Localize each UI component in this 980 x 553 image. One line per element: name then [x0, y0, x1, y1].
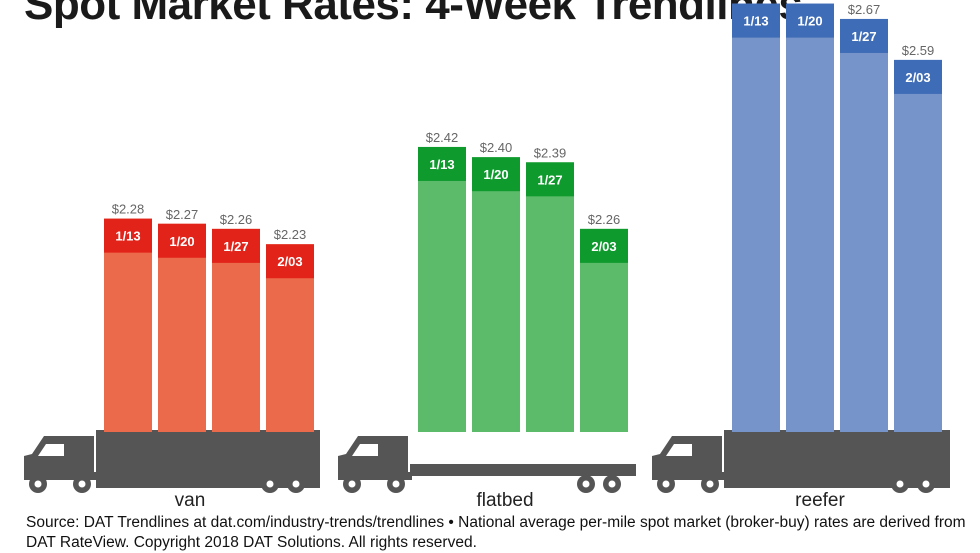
van-wheel-hub	[78, 480, 86, 488]
reefer-cab-window	[666, 444, 692, 456]
reefer-bar-1/20	[786, 3, 834, 432]
flatbed-bar-cap-2/03	[580, 228, 628, 263]
reefer-bar-1/13	[732, 3, 780, 432]
van-bar-1/20	[158, 223, 206, 432]
flatbed-date-label: 1/27	[537, 172, 562, 187]
van-bar-1/13	[104, 218, 152, 432]
reefer-bar-cap-1/13	[732, 3, 780, 38]
flatbed-date-label: 1/20	[483, 167, 508, 182]
reefer-truck-icon	[652, 430, 950, 493]
flatbed-truck-icon	[338, 436, 636, 493]
reefer-cab	[652, 436, 722, 480]
van-date-label: 2/03	[277, 254, 302, 269]
reefer-value-label: $2.70	[794, 0, 827, 2]
reefer-date-label: 1/27	[851, 29, 876, 44]
reefer-bar-1/27	[840, 18, 888, 433]
van-bar-cap-1/20	[158, 223, 206, 258]
labels: 1/13 $2.28 1/20 $2.27 1/27 $2.26 2/03 $2.23 van 1…	[112, 0, 935, 511]
flatbed-value-label: $2.42	[426, 130, 459, 145]
van-date-label: 1/20	[169, 234, 194, 249]
bars	[104, 3, 942, 433]
flatbed-value-label: $2.26	[588, 212, 621, 227]
reefer-bar-cap-2/03	[894, 59, 942, 94]
van-trailer	[96, 430, 320, 488]
reefer-value-label: $2.70	[740, 0, 773, 2]
van-bar-cap-1/27	[212, 228, 260, 263]
flatbed-bar-1/13	[418, 146, 466, 432]
van-bar-cap-2/03	[266, 244, 314, 279]
reefer-value-label: $2.67	[848, 2, 881, 17]
flatbed-bar-cap-1/27	[526, 162, 574, 197]
flatbed-trailer	[410, 464, 636, 476]
flatbed-wheel-hub	[608, 480, 616, 488]
van-value-label: $2.23	[274, 227, 307, 242]
van-hitch	[94, 472, 98, 480]
flatbed-bar-1/27	[526, 162, 574, 432]
flatbed-cab	[338, 436, 408, 480]
van-truck-icon	[24, 430, 320, 493]
van-wheel-hub	[266, 480, 274, 488]
reefer-wheel-hub	[706, 480, 714, 488]
chart-title: Spot Market Rates: 4-Week Trendlines	[24, 0, 803, 29]
reefer-date-label: 1/20	[797, 14, 822, 29]
van-cab-window	[38, 444, 64, 456]
van-wheel-hub	[34, 480, 42, 488]
flatbed-bar-1/20	[472, 157, 520, 432]
flatbed-hitch	[408, 472, 412, 480]
reefer-date-label: 2/03	[905, 70, 930, 85]
reefer-wheel-hub	[896, 480, 904, 488]
flatbed-date-label: 1/13	[429, 157, 454, 172]
flatbed-date-label: 2/03	[591, 239, 616, 254]
flatbed-value-label: $2.40	[480, 140, 513, 155]
reefer-trailer	[724, 430, 950, 488]
reefer-bar-cap-1/20	[786, 3, 834, 38]
reefer-value-label: $2.59	[902, 43, 935, 58]
trucks	[24, 430, 950, 493]
reefer-hitch	[722, 472, 726, 480]
category-label-flatbed: flatbed	[476, 490, 533, 511]
flatbed-wheel-hub	[348, 480, 356, 488]
reefer-date-label: 1/13	[743, 14, 768, 29]
van-date-label: 1/13	[115, 229, 140, 244]
reefer-bar-2/03	[894, 59, 942, 433]
reefer-bar-cap-1/27	[840, 18, 888, 53]
van-value-label: $2.28	[112, 202, 145, 217]
reefer-wheel-hub	[662, 480, 670, 488]
flatbed-bar-cap-1/13	[418, 146, 466, 181]
reefer-wheel-hub	[922, 480, 930, 488]
flatbed-wheel-hub	[582, 480, 590, 488]
flatbed-cab-window	[352, 444, 378, 456]
van-date-label: 1/27	[223, 239, 248, 254]
category-label-van: van	[175, 490, 206, 511]
van-bar-cap-1/13	[104, 218, 152, 253]
flatbed-value-label: $2.39	[534, 145, 567, 160]
van-value-label: $2.26	[220, 212, 253, 227]
van-cab	[24, 436, 94, 480]
flatbed-wheel-hub	[392, 480, 400, 488]
flatbed-bar-cap-1/20	[472, 157, 520, 192]
category-label-reefer: reefer	[795, 490, 845, 511]
van-value-label: $2.27	[166, 207, 199, 222]
source-note: Source: DAT Trendlines at dat.com/indust…	[26, 514, 966, 551]
van-wheel-hub	[292, 480, 300, 488]
